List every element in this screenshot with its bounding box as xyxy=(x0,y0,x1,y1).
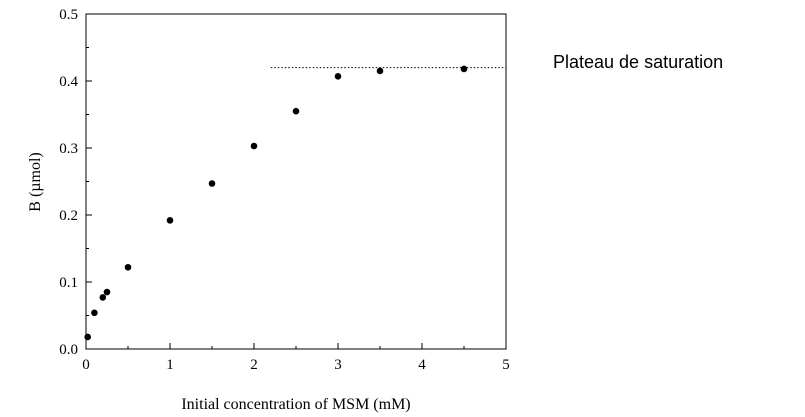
axis-tick-labels: 0 1 2 3 4 5 0.0 0.1 0.2 0.3 0.4 0.5 xyxy=(59,7,510,373)
data-point xyxy=(166,217,174,224)
y-tick-label: 0.5 xyxy=(59,7,78,23)
y-tick-label: 0.1 xyxy=(59,275,78,291)
data-point xyxy=(84,333,91,341)
y-tick-label: 0.3 xyxy=(59,141,78,157)
data-points xyxy=(84,65,468,341)
data-point xyxy=(460,65,468,73)
y-tick-label: 0.0 xyxy=(59,342,78,358)
y-tick-label: 0.2 xyxy=(59,208,78,224)
y-axis-title: B (µmol) xyxy=(27,152,44,211)
plot-area-frame xyxy=(85,13,507,350)
data-point xyxy=(208,180,216,187)
x-tick-label: 0 xyxy=(82,357,90,373)
data-point xyxy=(292,107,300,115)
data-point xyxy=(376,67,384,75)
data-point xyxy=(103,288,111,296)
data-point xyxy=(250,142,258,150)
data-point xyxy=(124,263,132,271)
x-tick-label: 3 xyxy=(334,357,342,373)
x-tick-label: 4 xyxy=(418,357,426,373)
data-point xyxy=(334,73,342,80)
data-point xyxy=(99,294,107,301)
plateau-annotation: Plateau de saturation xyxy=(553,52,724,72)
x-tick-label: 2 xyxy=(250,357,258,373)
x-tick-label: 5 xyxy=(502,357,510,373)
y-tick-label: 0.4 xyxy=(59,74,78,90)
data-point xyxy=(91,309,98,317)
x-axis-title: Initial concentration of MSM (mM) xyxy=(181,396,410,413)
x-tick-label: 1 xyxy=(166,357,174,373)
axis-ticks xyxy=(85,13,507,350)
